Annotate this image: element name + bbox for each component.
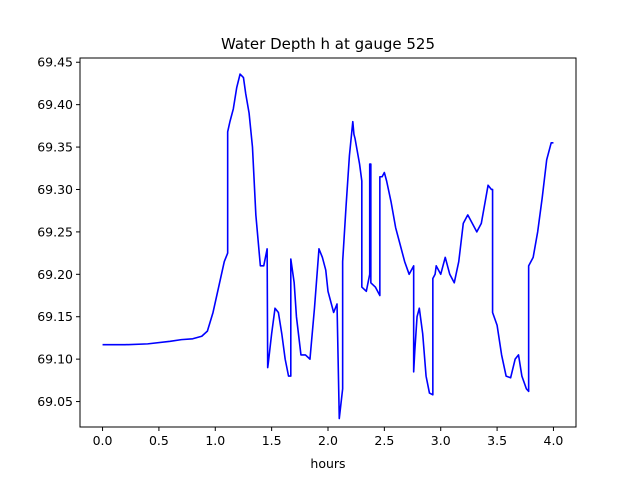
x-tick-label: 1.5 — [262, 433, 282, 448]
x-tick-label: 4.0 — [544, 433, 564, 448]
x-axis-label: hours — [310, 456, 345, 471]
series-line-0 — [102, 73, 554, 420]
axis-ticks: 0.0 0.5 1.0 1.5 2.0 2.5 3.0 3.5 4.0 69.05 69.10 69.… — [37, 55, 563, 448]
y-tick-label: 69.20 — [37, 267, 73, 282]
y-tick-label: 69.35 — [37, 140, 73, 155]
plot-area — [102, 73, 554, 420]
y-tick-label: 69.10 — [37, 352, 73, 367]
y-tick-label: 69.45 — [37, 55, 73, 70]
x-tick-label: 2.5 — [374, 433, 394, 448]
y-tick-label: 69.40 — [37, 97, 73, 112]
x-tick-label: 0.5 — [149, 433, 169, 448]
axes-frame — [79, 57, 577, 428]
x-tick-label: 1.0 — [205, 433, 225, 448]
x-tick-label: 3.0 — [431, 433, 451, 448]
x-tick-label: 2.0 — [318, 433, 338, 448]
y-tick-label: 69.25 — [37, 224, 73, 239]
y-tick-label: 69.30 — [37, 182, 73, 197]
y-tick-label: 69.15 — [37, 309, 73, 324]
chart-title: Water Depth h at gauge 525 — [221, 35, 435, 53]
x-tick-label: 3.5 — [487, 433, 507, 448]
y-tick-label: 69.05 — [37, 394, 73, 409]
x-tick-label: 0.0 — [93, 433, 113, 448]
